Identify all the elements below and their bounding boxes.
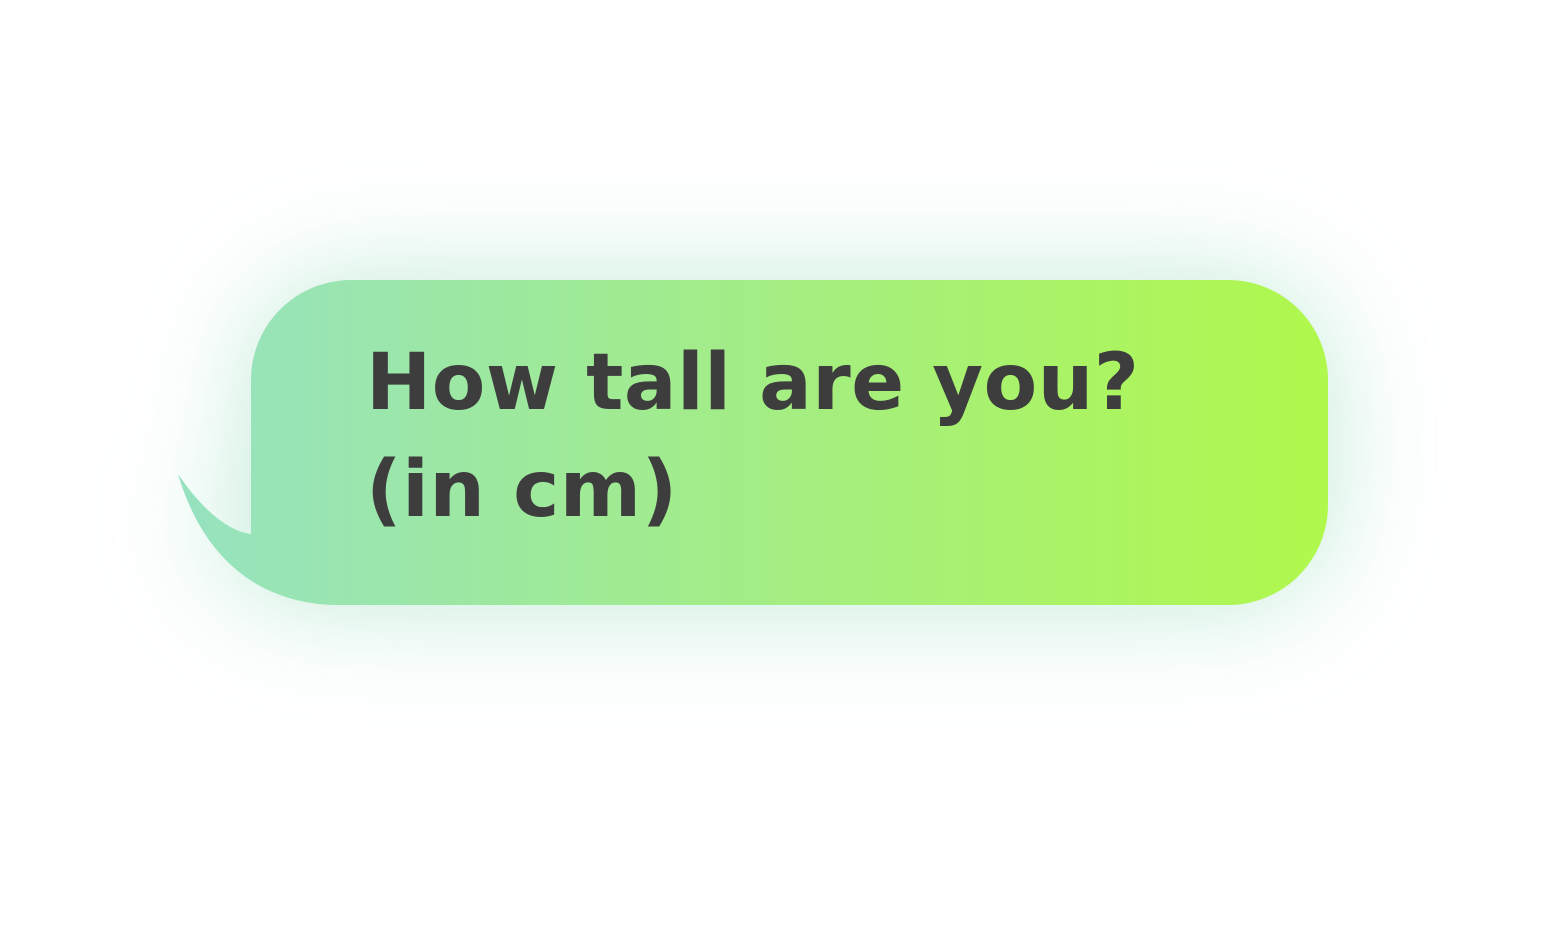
question-text: How tall are you? (in cm) bbox=[366, 330, 1266, 544]
question-line-2: (in cm) bbox=[366, 445, 678, 535]
chat-bubble: How tall are you? (in cm) bbox=[176, 280, 1328, 605]
question-line-1: How tall are you? bbox=[366, 338, 1140, 428]
bubble-body bbox=[178, 280, 1328, 605]
bubble-shape bbox=[178, 280, 1328, 605]
